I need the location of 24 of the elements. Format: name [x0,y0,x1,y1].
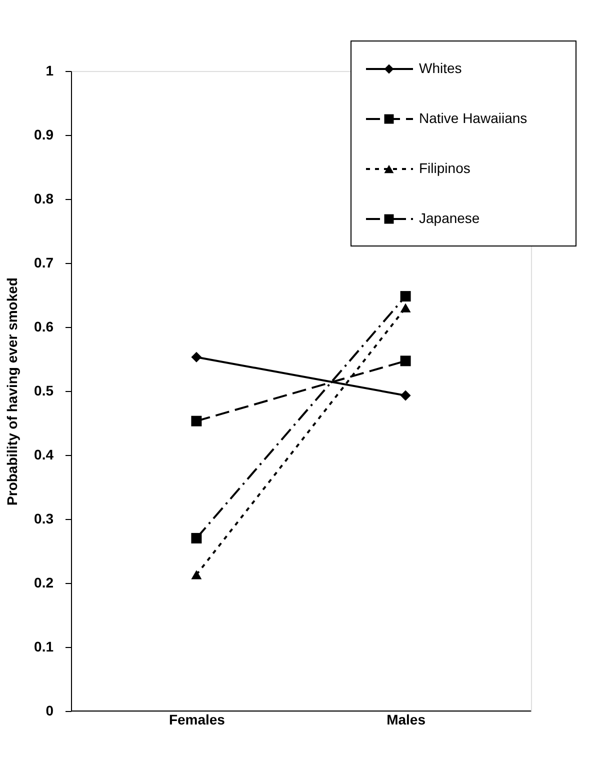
point [191,532,202,544]
y-tick-label: 0.8 [34,190,54,206]
y-tick-label: 1 [46,62,54,78]
x-tick-label: Females [168,712,226,728]
legend-label: Filipinos [419,160,470,176]
y-tick-label: 0.6 [34,318,54,334]
point [400,356,411,366]
y-tick-label: 0.2 [34,574,54,590]
point [191,352,202,362]
y-tick-label: 0.7 [34,254,54,270]
y-tick-label: 0 [46,702,54,718]
point [191,416,202,426]
y-tick-label: 0.4 [34,446,54,462]
x-tick-label: Males [386,712,426,728]
y-tick-label: 0.3 [34,510,54,526]
y-tick-label: 0.1 [34,638,54,654]
point [400,390,411,401]
legend-label: Whites [419,60,462,76]
y-axis-title: Probability of having ever smoked [4,278,20,506]
legend-label: Japanese [419,210,480,226]
y-tick-label: 0.5 [34,382,54,398]
legend-label: Native Hawaiians [419,110,528,126]
y-tick-label: 0.9 [34,126,54,142]
point [400,291,411,302]
